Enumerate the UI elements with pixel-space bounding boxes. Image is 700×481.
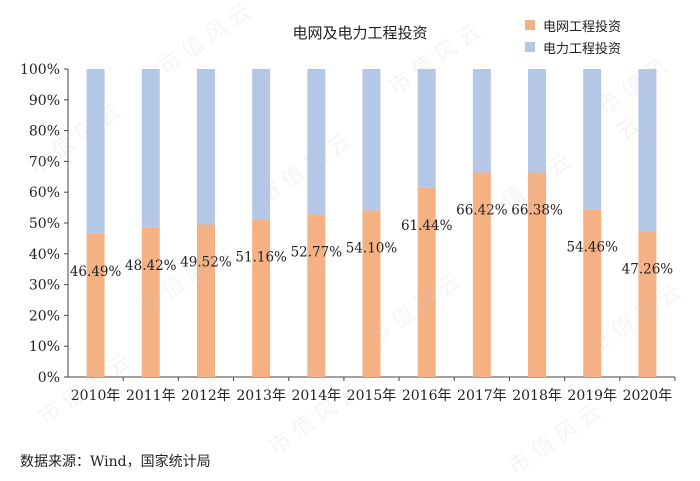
bar-grid-investment (196, 224, 215, 377)
legend-label-grid-investment: 电网工程投资 (543, 19, 622, 35)
bar-power-investment (141, 69, 160, 228)
legend-swatch-power-investment (525, 42, 535, 52)
bar-power-investment (472, 69, 491, 173)
bar-grid-investment (583, 209, 602, 377)
y-tick-label: 50% (29, 216, 60, 232)
bar-power-investment (86, 69, 105, 234)
y-tick-label: 70% (29, 154, 60, 170)
data-label: 48.42% (125, 258, 177, 274)
x-tick-label: 2013年 (236, 388, 286, 404)
data-label: 54.10% (346, 240, 398, 256)
x-tick-label: 2014年 (291, 388, 341, 404)
legend-item-power-investment: 电力工程投资 (525, 36, 621, 58)
y-tick-label: 10% (29, 339, 60, 355)
y-tick-label: 90% (29, 93, 60, 109)
bar-grid-investment (86, 233, 105, 377)
bar-power-investment (252, 69, 271, 220)
bar-power-investment (583, 69, 602, 210)
bar-grid-investment (638, 231, 657, 377)
bar-power-investment (307, 69, 326, 215)
data-label: 61.44% (401, 218, 453, 234)
chart-title: 电网及电力工程投资 (292, 24, 428, 42)
y-tick-label: 30% (29, 278, 60, 294)
legend: 电网工程投资 电力工程投资 (525, 14, 621, 58)
bar-grid-investment (362, 210, 381, 377)
bar-power-investment (638, 69, 657, 232)
chart-plot: 0% 10% 20% 30% 40% 50% 60% 70% 80% 90% 100% 2010年 46… (20, 62, 676, 404)
y-tick-label: 0% (38, 370, 60, 386)
y-tick-label: 20% (29, 308, 60, 324)
bar-grid-investment (528, 172, 547, 377)
legend-label-power-investment: 电力工程投资 (543, 41, 622, 57)
x-tick-label: 2019年 (567, 388, 617, 404)
data-label: 66.42% (456, 202, 508, 218)
bar-grid-investment (141, 227, 160, 377)
bar-power-investment (417, 69, 436, 188)
bar-grid-investment (252, 219, 271, 377)
bar-power-investment (362, 69, 381, 211)
data-label: 46.49% (70, 264, 122, 280)
x-tick-label: 2012年 (181, 388, 231, 404)
x-tick-label: 2015年 (347, 388, 397, 404)
data-label: 66.38% (511, 203, 563, 219)
y-tick-label: 100% (20, 62, 60, 78)
data-label: 51.16% (235, 249, 287, 265)
legend-swatch-grid-investment (525, 20, 535, 30)
x-tick-label: 2016年 (402, 388, 452, 404)
source-note: 数据来源：Wind，国家统计局 (20, 454, 211, 470)
data-label: 47.26% (622, 261, 674, 277)
data-label: 52.77% (291, 244, 343, 260)
y-tick-label: 40% (29, 247, 60, 263)
bar-power-investment (528, 69, 547, 173)
bar-power-investment (196, 69, 215, 225)
x-tick-label: 2018年 (512, 388, 562, 404)
x-tick-label: 2020年 (623, 388, 673, 404)
data-label: 54.46% (566, 239, 618, 255)
legend-item-grid-investment: 电网工程投资 (525, 14, 621, 36)
data-label: 49.52% (180, 254, 232, 270)
y-tick-label: 60% (29, 185, 60, 201)
x-tick-label: 2011年 (126, 388, 176, 404)
x-tick-label: 2017年 (457, 388, 507, 404)
bar-grid-investment (307, 214, 326, 377)
x-tick-label: 2010年 (71, 388, 121, 404)
bar-grid-investment (417, 187, 436, 377)
bar-grid-investment (472, 172, 491, 377)
y-tick-label: 80% (29, 124, 60, 140)
